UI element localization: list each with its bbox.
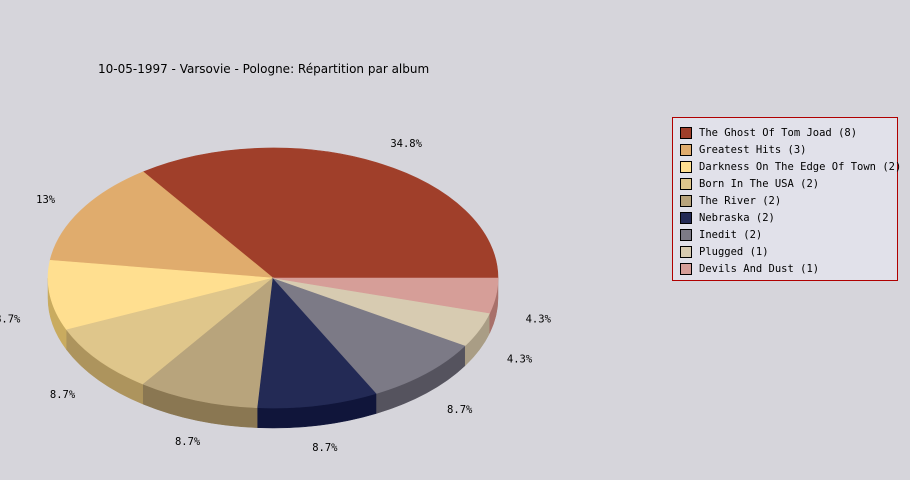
legend-item: Devils And Dust (1) — [680, 260, 897, 277]
chart-legend: The Ghost Of Tom Joad (8) Greatest Hits (… — [672, 117, 901, 281]
legend-item: Nebraska (2) — [680, 209, 897, 226]
pie-labels: 34.8% 13% 8.7% 8.7% 8.7% 8.7% 8.7% 4.3% 4.3% — [0, 138, 552, 454]
pie-slice — [272, 277, 466, 394]
legend-swatch — [680, 211, 692, 224]
legend-swatch — [680, 177, 692, 190]
legend-label: Greatest Hits (3) — [699, 143, 807, 156]
legend-item: Darkness On The Edge Of Town (2) — [680, 158, 901, 175]
legend-label: Darkness On The Edge Of Town (2) — [699, 160, 902, 173]
pie-slice — [272, 277, 499, 314]
legend-label: Inedit (2) — [699, 228, 763, 241]
legend-item: Born In The USA (2) — [680, 175, 897, 192]
pie-slice — [142, 277, 274, 409]
pie-slice-percent-label: 8.7% — [0, 314, 21, 326]
pie-slice — [66, 277, 274, 385]
legend-swatch — [680, 126, 692, 139]
pie-top — [47, 147, 499, 409]
legend-item: The River (2) — [680, 192, 897, 209]
legend-label: Born In The USA (2) — [699, 177, 820, 190]
pie-sides — [47, 277, 499, 429]
pie-slice-percent-label: 8.7% — [447, 404, 473, 416]
legend-item: The Ghost Of Tom Joad (8) — [680, 124, 897, 141]
legend-label: Devils And Dust (1) — [699, 262, 820, 275]
legend-swatch — [680, 228, 692, 241]
legend-item: Greatest Hits (3) — [680, 141, 897, 158]
legend-item: Plugged (1) — [680, 243, 897, 260]
pie-slice-percent-label: 8.7% — [175, 436, 201, 448]
pie-slice-percent-label: 34.8% — [390, 138, 422, 150]
pie-slice-percent-label: 4.3% — [526, 314, 552, 326]
legend-swatch — [680, 194, 692, 207]
legend-swatch — [680, 143, 692, 156]
legend-label: The Ghost Of Tom Joad (8) — [699, 126, 858, 139]
pie-slice — [257, 277, 378, 409]
legend-item: Inedit (2) — [680, 226, 897, 243]
chart-title: 10-05-1997 - Varsovie - Pologne: Réparti… — [98, 62, 430, 76]
legend-label: Plugged (1) — [699, 245, 769, 258]
pie-slice-percent-label: 8.7% — [312, 442, 338, 454]
legend-label: Nebraska (2) — [699, 211, 775, 224]
pie-slice — [142, 147, 499, 279]
pie-slice-percent-label: 4.3% — [507, 354, 533, 366]
pie-slice — [47, 259, 274, 331]
legend-label: The River (2) — [699, 194, 782, 207]
legend-swatch — [680, 160, 692, 173]
pie-slice-percent-label: 8.7% — [50, 389, 76, 401]
legend-swatch — [680, 262, 692, 275]
pie-slice — [49, 171, 274, 279]
legend-swatch — [680, 245, 692, 258]
pie-slice-percent-label: 13% — [36, 194, 56, 206]
